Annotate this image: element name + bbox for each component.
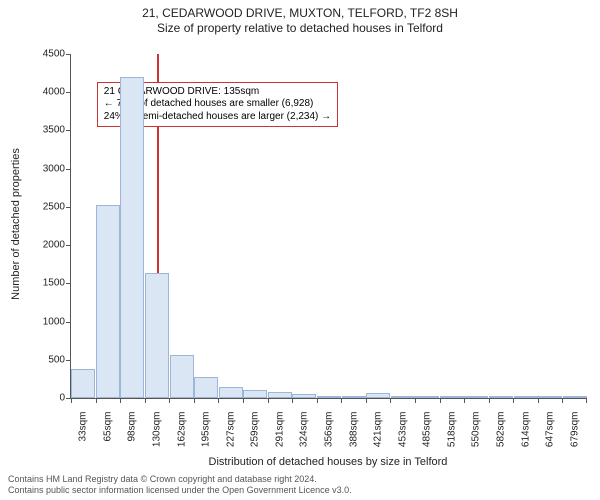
footer-line-1: Contains HM Land Registry data © Crown c… [8,474,352,485]
x-tick-label: 518sqm [446,412,457,472]
x-tick-mark [243,398,244,403]
histogram-bar [464,396,488,398]
x-tick-mark [194,398,195,403]
x-tick-mark [562,398,563,403]
x-tick-mark [169,398,170,403]
y-tick-label: 3000 [25,163,65,174]
footer-line-2: Contains public sector information licen… [8,485,352,496]
x-tick-label: 679sqm [569,412,580,472]
x-tick-mark [120,398,121,403]
histogram-bar [440,396,464,398]
x-tick-label: 388sqm [348,412,359,472]
x-tick-label: 453sqm [397,412,408,472]
y-tick-mark [66,54,71,55]
histogram-bar [415,396,439,398]
y-tick-label: 4500 [25,49,65,60]
histogram-bar [342,396,366,398]
x-tick-mark [366,398,367,403]
x-tick-label: 550sqm [471,412,482,472]
y-tick-mark [66,322,71,323]
histogram-bar [489,396,513,398]
histogram-bar [317,396,341,398]
x-tick-mark [341,398,342,403]
x-tick-mark [538,398,539,403]
histogram-bar [96,205,120,398]
y-tick-label: 3500 [25,125,65,136]
y-tick-label: 4000 [25,87,65,98]
x-tick-mark [96,398,97,403]
x-tick-mark [440,398,441,403]
histogram-bar [120,77,144,398]
x-tick-mark [489,398,490,403]
x-tick-label: 421sqm [373,412,384,472]
x-tick-mark [415,398,416,403]
x-tick-mark [586,398,587,403]
x-tick-mark [390,398,391,403]
y-tick-label: 2500 [25,201,65,212]
histogram-bar [538,396,562,398]
y-tick-mark [66,92,71,93]
histogram-bar [292,394,316,398]
y-tick-label: 2000 [25,240,65,251]
x-tick-label: 195sqm [201,412,212,472]
histogram-bar [391,396,415,398]
histogram-bar [243,390,267,398]
x-tick-mark [71,398,72,403]
y-tick-label: 1000 [25,316,65,327]
histogram-bar [194,377,218,398]
histogram-bar [514,396,538,398]
y-axis-label: Number of detached properties [10,124,22,324]
y-tick-mark [66,360,71,361]
x-tick-label: 259sqm [250,412,261,472]
x-tick-label: 614sqm [520,412,531,472]
y-tick-label: 500 [25,354,65,365]
x-tick-mark [513,398,514,403]
x-tick-mark [292,398,293,403]
x-tick-mark [145,398,146,403]
x-tick-mark [464,398,465,403]
title-line-1: 21, CEDARWOOD DRIVE, MUXTON, TELFORD, TF… [0,6,600,21]
chart-frame: 21, CEDARWOOD DRIVE, MUXTON, TELFORD, TF… [0,0,600,500]
x-tick-label: 485sqm [422,412,433,472]
title-line-2: Size of property relative to detached ho… [0,21,600,36]
y-tick-label: 0 [25,393,65,404]
x-tick-label: 98sqm [127,412,138,472]
histogram-bar [71,369,95,398]
histogram-bar [366,393,390,398]
y-tick-mark [66,283,71,284]
y-tick-label: 1500 [25,278,65,289]
x-tick-mark [218,398,219,403]
x-tick-label: 647sqm [545,412,556,472]
title-block: 21, CEDARWOOD DRIVE, MUXTON, TELFORD, TF… [0,6,600,36]
x-tick-label: 227sqm [225,412,236,472]
histogram-bar [219,387,243,398]
y-tick-mark [66,245,71,246]
x-tick-mark [268,398,269,403]
footer: Contains HM Land Registry data © Crown c… [8,474,352,496]
y-tick-mark [66,169,71,170]
x-tick-label: 162sqm [176,412,187,472]
histogram-bar [145,273,169,398]
x-tick-label: 324sqm [299,412,310,472]
y-tick-mark [66,207,71,208]
histogram-bar [170,355,194,398]
histogram-bar [268,392,292,398]
y-tick-mark [66,130,71,131]
x-tick-label: 582sqm [496,412,507,472]
x-tick-label: 65sqm [102,412,113,472]
plot-area: 21 CEDARWOOD DRIVE: 135sqm ← 75% of deta… [70,54,587,399]
x-tick-label: 33sqm [78,412,89,472]
x-tick-label: 130sqm [152,412,163,472]
x-tick-mark [317,398,318,403]
histogram-bar [563,396,587,398]
x-tick-label: 356sqm [324,412,335,472]
x-tick-label: 291sqm [274,412,285,472]
